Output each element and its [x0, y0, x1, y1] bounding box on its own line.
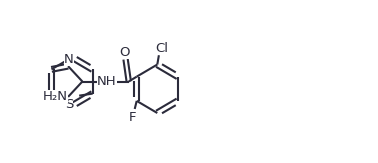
Text: H₂N: H₂N [43, 90, 68, 103]
Text: O: O [119, 45, 130, 59]
Text: S: S [65, 98, 73, 111]
Text: F: F [129, 111, 136, 124]
Text: Cl: Cl [156, 42, 169, 55]
Text: NH: NH [97, 75, 117, 88]
Text: N: N [64, 53, 74, 66]
